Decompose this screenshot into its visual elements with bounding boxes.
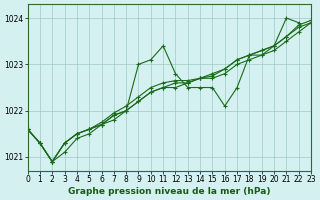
X-axis label: Graphe pression niveau de la mer (hPa): Graphe pression niveau de la mer (hPa) — [68, 187, 270, 196]
